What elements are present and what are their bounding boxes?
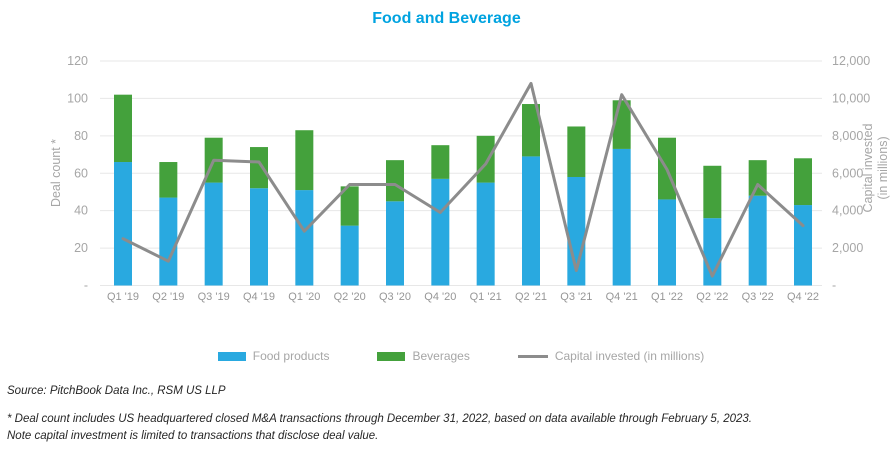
left-axis-tick: 20 [74,241,88,255]
right-axis-tick: 4,000 [832,204,863,218]
right-axis-title-line2: (in millions) [876,136,890,199]
right-axis-tick: - [832,279,836,293]
bar-beverages-4 [295,130,314,191]
bar-beverages-1 [159,162,178,198]
bar-food-products-6 [386,201,404,286]
x-axis-label: Q1 '19 [107,291,139,303]
x-axis-label: Q4 '19 [243,291,275,303]
bar-food-products-15 [794,205,812,286]
bar-food-products-14 [748,195,767,286]
right-axis-tick: 6,000 [832,166,863,180]
x-axis-label: Q1 '20 [288,291,320,303]
x-axis-label: Q4 '21 [606,291,638,303]
right-axis-tick: 8,000 [832,129,863,143]
capital-invested-line-swatch-icon [517,354,548,358]
footnote-line-1: * Deal count includes US headquartered c… [7,413,752,425]
bar-food-products-12 [658,199,676,286]
legend-label-food-products: Food products [252,349,330,363]
beverages-swatch-icon [377,351,406,361]
x-axis-label: Q2 '19 [152,291,184,303]
bar-food-products-7 [431,178,450,286]
x-axis-label: Q1 '22 [651,291,683,303]
bar-beverages-6 [386,160,404,202]
x-axis-label: Q3 '20 [379,291,411,303]
legend-item-beverages: Beverages [377,349,470,363]
legend-label-capital-invested: Capital invested (in millions) [554,349,705,363]
bar-beverages-8 [476,135,495,183]
right-axis-tick: 10,000 [832,91,870,105]
x-axis-label: Q4 '22 [787,291,819,303]
bar-beverages-5 [340,186,359,226]
left-axis-tick: 120 [67,54,88,68]
chart-title: Food and Beverage [372,10,521,27]
bar-food-products-9 [522,156,540,286]
food-products-swatch-icon [217,351,246,361]
bar-beverages-10 [567,126,586,177]
bar-beverages-13 [703,165,722,219]
right-axis-tick: 2,000 [832,241,863,255]
bar-food-products-3 [250,188,268,286]
x-axis-label: Q2 '20 [334,291,366,303]
left-axis-tick: 60 [74,166,88,180]
x-axis-label: Q3 '22 [742,291,774,303]
bar-food-products-5 [340,225,359,286]
x-axis-label: Q4 '20 [424,291,456,303]
bar-food-products-2 [204,182,223,286]
x-axis-label: Q3 '21 [560,291,592,303]
legend-item-food-products: Food products [217,349,330,363]
bar-food-products-8 [476,182,495,286]
bar-beverages-15 [794,158,812,206]
right-axis-tick: 12,000 [832,54,870,68]
left-axis-title: Deal count * [49,139,63,207]
left-axis-tick: 80 [74,129,88,143]
bar-food-products-1 [159,197,178,286]
x-axis-label: Q2 '22 [696,291,728,303]
combo-chart-canvas: 120 12,000 100 10,000 80 8,000 60 6,000 40 4,000 2… [49,54,890,303]
bar-beverages-3 [250,147,268,189]
source-text: Source: PitchBook Data Inc., RSM US LLP [7,385,226,397]
capital-invested-line [121,81,805,278]
legend-label-beverages: Beverages [412,349,470,363]
right-axis-title-line1: Capital invested [861,123,875,212]
x-axis-label: Q3 '19 [198,291,230,303]
left-axis-tick: - [84,279,88,293]
bar-food-products-4 [295,190,314,286]
bar-food-products-0 [114,162,132,286]
left-axis-tick: 100 [67,91,88,105]
bar-food-products-11 [612,148,631,286]
legend-item-capital-invested: Capital invested (in millions) [517,349,705,363]
footnote-line-2: Note capital investment is limited to tr… [7,430,379,442]
x-axis-label: Q1 '21 [470,291,502,303]
bar-beverages-9 [522,104,540,157]
left-axis-tick: 40 [74,204,88,218]
bar-beverages-7 [431,145,450,179]
chart-footer: Source: PitchBook Data Inc., RSM US LLP … [7,385,887,445]
x-axis-label: Q2 '21 [515,291,547,303]
chart-legend: Food products Beverages Capital invested… [100,349,822,363]
bar-beverages-0 [114,94,132,163]
